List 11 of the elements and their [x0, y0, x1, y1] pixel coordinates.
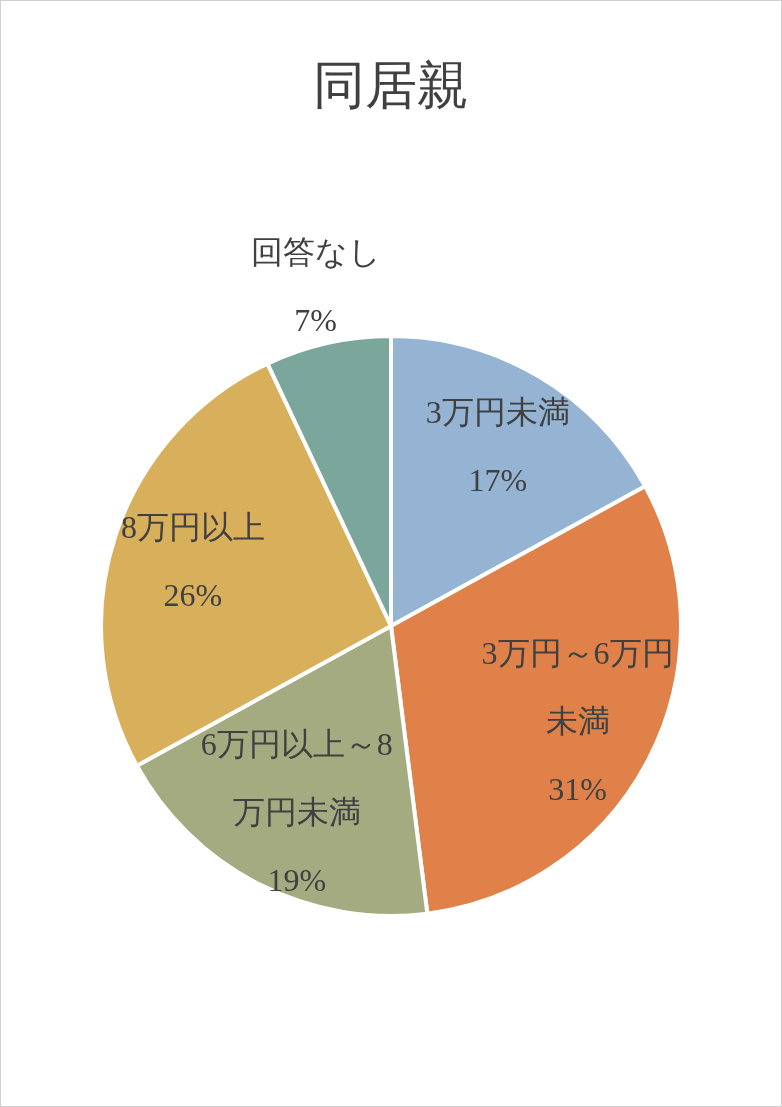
slice-label: 6万円以上～8万円未満	[199, 725, 394, 833]
data-label: 31%	[547, 769, 608, 809]
slice-label: 3万円～6万円未満	[480, 633, 675, 741]
slice-label: 3万円未満	[424, 393, 571, 433]
data-label: 19%	[266, 861, 328, 901]
data-label: 17%	[467, 461, 529, 501]
data-label: 26%	[162, 576, 224, 616]
slice-label: 回答なし	[249, 233, 382, 273]
data-label: 7%	[293, 301, 338, 341]
slice-label: 8万円以上	[119, 508, 266, 548]
chart-title: 同居親	[312, 56, 470, 116]
